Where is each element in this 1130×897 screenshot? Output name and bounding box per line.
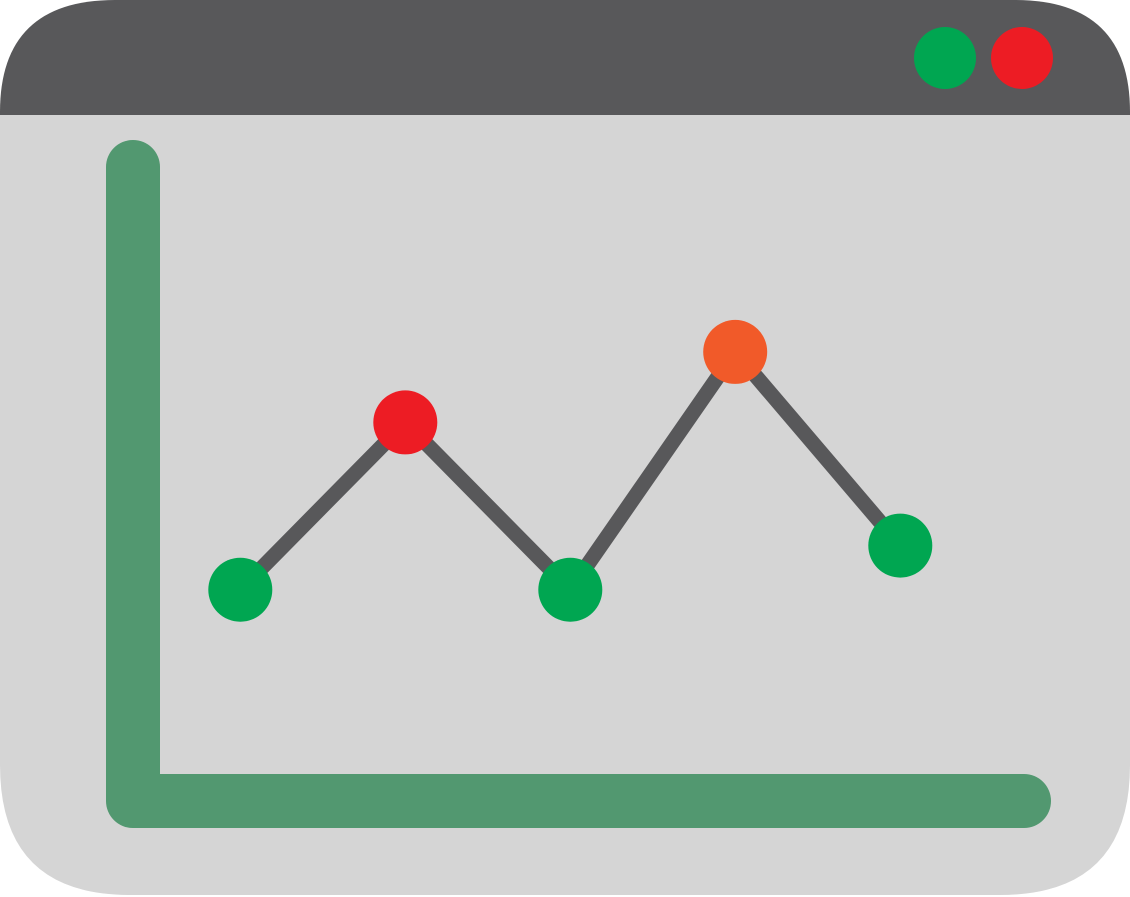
window-titlebar <box>0 0 1130 115</box>
window-body <box>0 115 1130 895</box>
data-point-2 <box>373 390 438 455</box>
chart-axes <box>106 140 1051 828</box>
series-layer <box>208 319 933 622</box>
data-point-3 <box>538 557 603 622</box>
data-point-5 <box>868 513 933 578</box>
data-point-4 <box>703 319 768 384</box>
red-window-button[interactable] <box>991 27 1053 89</box>
data-point-1 <box>208 557 273 622</box>
green-window-button[interactable] <box>914 27 976 89</box>
